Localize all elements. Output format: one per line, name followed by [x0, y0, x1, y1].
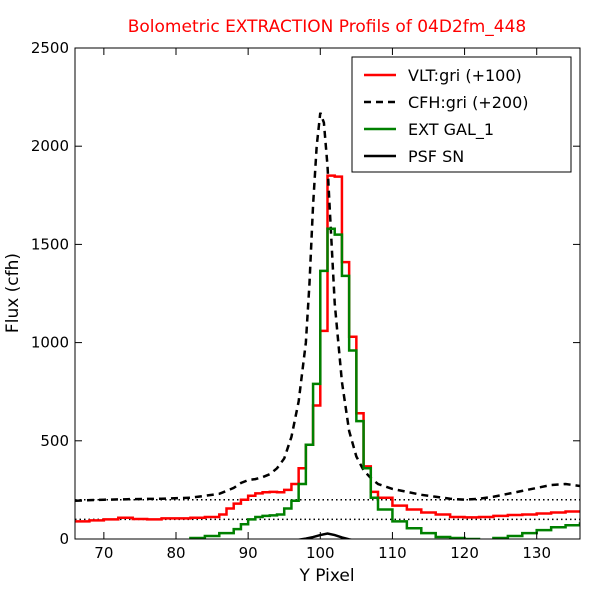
- x-tick-label: 100: [306, 544, 335, 562]
- series-line-3: [189, 227, 580, 539]
- axes: 70 80 90 100 110 120 130 0 500 1000 1500 2000 2500: [31, 39, 580, 562]
- chart-title: Bolometric EXTRACTION Profils of 04D2fm_…: [128, 17, 527, 37]
- x-tick-label: 110: [378, 544, 407, 562]
- legend-label: EXT GAL_1: [408, 120, 494, 140]
- legend: VLT:gri (+100) CFH:gri (+200) EXT GAL_1 PSF…: [351, 56, 572, 173]
- x-axis-title: Y Pixel: [298, 566, 354, 586]
- x-tick-label: 80: [166, 544, 185, 562]
- y-tick-label: 0: [59, 530, 69, 548]
- legend-label: PSF SN: [408, 147, 464, 166]
- x-tick-label: 90: [239, 544, 258, 562]
- x-tick-label: 120: [450, 544, 479, 562]
- y-tick-label: 2500: [31, 39, 69, 57]
- y-tick-label: 1000: [31, 334, 69, 352]
- legend-label: CFH:gri (+200): [408, 93, 529, 112]
- plot-frame: [74, 47, 581, 540]
- legend-label: VLT:gri (+100): [408, 66, 522, 85]
- y-tick-label: 2000: [31, 137, 69, 155]
- plot-area: [75, 112, 580, 539]
- y-tick-label: 1500: [31, 235, 69, 253]
- x-tick-label: 130: [522, 544, 551, 562]
- y-axis-title: Flux (cfh): [3, 253, 23, 333]
- series-line-2: [75, 112, 580, 502]
- x-tick-label: 70: [94, 544, 113, 562]
- y-tick-label: 500: [40, 432, 69, 450]
